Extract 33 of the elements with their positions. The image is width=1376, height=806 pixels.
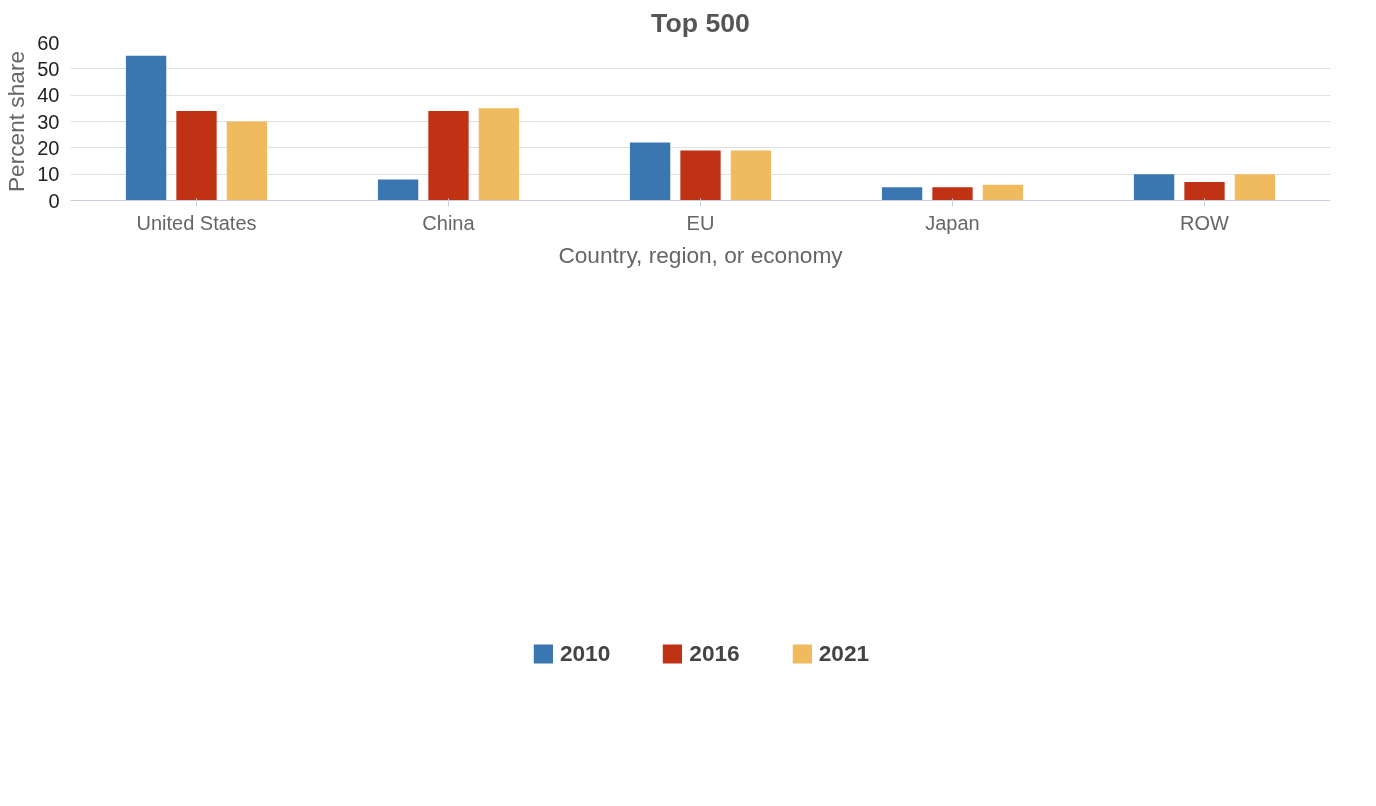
bar xyxy=(881,187,923,201)
bar xyxy=(680,150,721,201)
bar xyxy=(1234,174,1276,201)
y-tick-label: 10 xyxy=(37,163,60,186)
y-tick-label: 50 xyxy=(37,57,60,80)
x-tick-label: Japan xyxy=(925,211,980,234)
bar xyxy=(428,110,469,201)
bar xyxy=(1184,182,1225,201)
x-axis-title: Country, region, or economy xyxy=(558,241,844,268)
y-axis-title: Percent share xyxy=(3,50,30,193)
bar xyxy=(478,108,520,201)
x-tick-label: EU xyxy=(686,211,715,234)
bar xyxy=(730,150,772,201)
bar xyxy=(226,121,268,201)
y-tick-label: 30 xyxy=(37,110,60,133)
bar xyxy=(176,110,217,201)
x-tick-label: China xyxy=(422,211,476,234)
bar xyxy=(125,55,167,201)
bar xyxy=(629,142,671,201)
y-tick-label: 20 xyxy=(37,136,60,159)
bar xyxy=(932,187,973,201)
x-tick-label: ROW xyxy=(1180,211,1230,234)
bar xyxy=(377,179,419,201)
legend-label: 2016 xyxy=(689,639,740,667)
x-tick-label: United States xyxy=(136,211,257,234)
y-tick-label: 40 xyxy=(37,84,60,107)
legend-label: 2021 xyxy=(818,639,870,667)
bar xyxy=(982,184,1024,201)
chart-title: Top 500 xyxy=(651,7,750,38)
y-tick-label: 0 xyxy=(48,189,60,212)
bar xyxy=(1133,174,1175,201)
legend-label: 2010 xyxy=(559,639,611,667)
y-tick-label: 60 xyxy=(37,31,60,54)
